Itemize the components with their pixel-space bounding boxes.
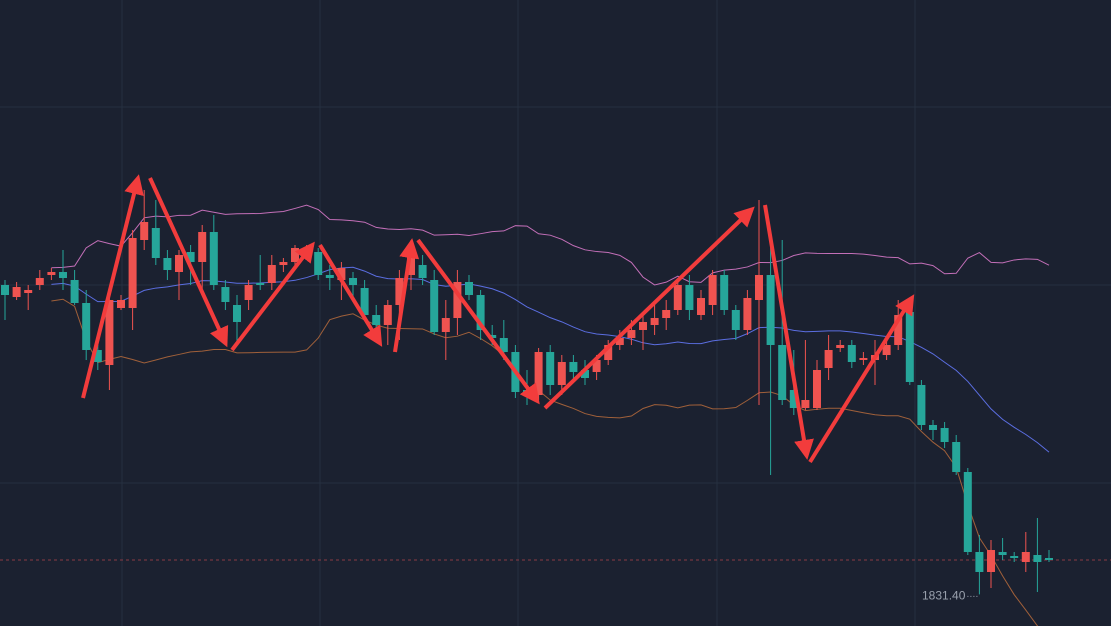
candle-body — [755, 275, 763, 300]
candle-body — [499, 338, 508, 352]
candle-body — [383, 305, 392, 325]
candle-body — [685, 285, 694, 310]
candle-body — [407, 250, 415, 275]
candle-body — [534, 352, 543, 395]
candle-body — [209, 232, 218, 285]
candle-body — [70, 280, 79, 303]
candle-body — [697, 298, 705, 315]
candle-body — [337, 268, 346, 280]
candle-body — [708, 275, 717, 305]
candle-body — [836, 345, 845, 348]
candle-body — [163, 258, 172, 270]
candle-body — [662, 310, 671, 318]
candle-body — [639, 322, 647, 330]
candle-body — [59, 272, 67, 278]
candle-body — [256, 283, 265, 285]
candle-body — [673, 285, 682, 310]
candle-body — [395, 278, 404, 305]
candle-body — [360, 288, 369, 315]
candle-body — [894, 315, 903, 345]
candle-body — [476, 295, 485, 330]
candle-body — [117, 300, 125, 308]
candle-body — [952, 442, 961, 472]
candle-body — [279, 262, 288, 265]
labels: 1831.40 — [922, 589, 978, 603]
candle-body — [244, 285, 253, 300]
candle-body — [35, 278, 44, 285]
candle-body — [24, 290, 33, 293]
candle-body — [766, 275, 775, 345]
candle-body — [418, 265, 427, 278]
candle-body — [615, 338, 624, 345]
candle-body — [1033, 555, 1042, 562]
candle-body — [349, 278, 357, 285]
candle-body — [465, 282, 473, 295]
annotation-arrows — [81, 174, 915, 464]
candle-body — [186, 252, 195, 262]
candle-body — [453, 282, 462, 318]
candle-body — [847, 345, 856, 362]
candle-body — [557, 362, 566, 385]
candle-body — [325, 275, 334, 278]
candle-body — [105, 300, 114, 365]
candle-body — [859, 358, 868, 360]
candle-body — [430, 280, 439, 332]
candle-body — [604, 345, 613, 360]
candle-body — [488, 335, 497, 338]
candle-body — [441, 318, 450, 332]
candles — [0, 190, 1111, 595]
candle-body — [175, 255, 183, 272]
candle-body — [198, 232, 207, 262]
candle-body — [267, 265, 276, 283]
candle-body — [940, 428, 949, 442]
candle-body — [1010, 556, 1019, 558]
candle-body — [140, 222, 149, 240]
candle-body — [128, 238, 137, 308]
candle-body — [314, 252, 323, 275]
candle-body — [82, 303, 91, 350]
candle-body — [592, 360, 601, 372]
candle-body — [998, 552, 1007, 555]
candle-body — [627, 330, 636, 338]
candle-body — [93, 350, 102, 362]
candle-body — [743, 298, 752, 330]
candle-body — [1045, 558, 1053, 560]
candle-body — [917, 385, 926, 425]
candle-body — [372, 315, 381, 325]
candle-body — [233, 305, 241, 322]
candle-body — [789, 390, 798, 408]
candle-body — [291, 248, 299, 262]
candle-body — [882, 345, 891, 355]
candle-body — [963, 472, 972, 552]
candle-body — [546, 352, 555, 385]
candle-body — [1021, 552, 1030, 562]
candle-body — [581, 370, 589, 378]
candle-body — [813, 370, 821, 408]
candle-body — [47, 272, 56, 275]
candle-body — [650, 318, 659, 325]
candle-body — [987, 550, 995, 572]
low-marker-label: 1831.40 — [922, 589, 966, 603]
candle-body — [929, 425, 937, 430]
candle-body — [801, 400, 810, 408]
candle-body — [731, 310, 740, 330]
candle-body — [975, 552, 984, 572]
candle-body — [824, 350, 833, 368]
candle-body — [151, 228, 160, 258]
candle-body — [905, 312, 914, 382]
candle-body — [12, 287, 21, 297]
bollinger-lower — [51, 298, 1039, 626]
candle-body — [778, 345, 787, 400]
candle-body — [1, 285, 9, 295]
candle-body — [720, 275, 729, 310]
candle-body — [221, 287, 230, 302]
candle-body — [569, 362, 578, 372]
bollinger-upper — [51, 204, 1050, 286]
